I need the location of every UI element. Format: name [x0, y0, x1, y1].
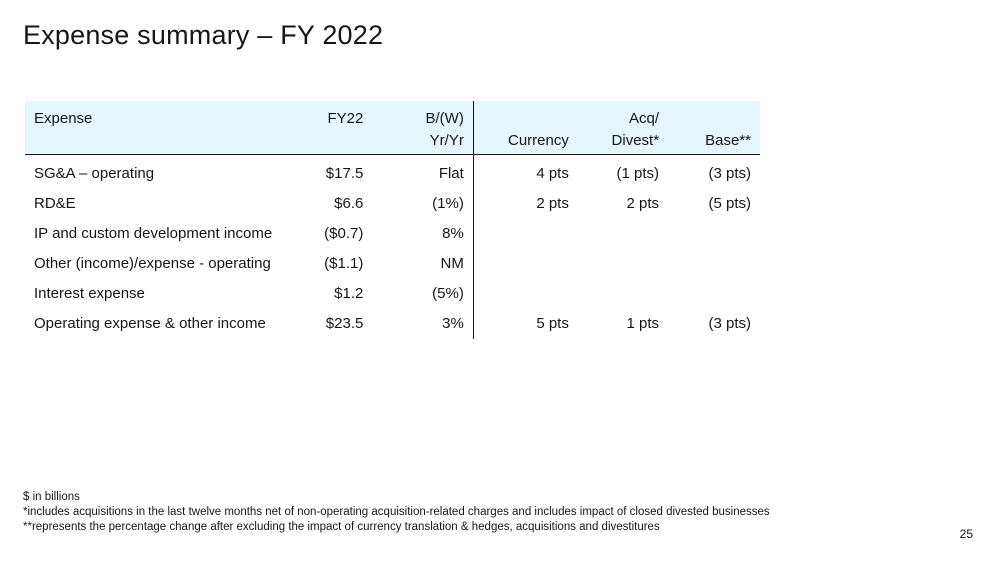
cell-expense: Other (income)/expense - operating: [34, 255, 271, 272]
expense-table: Expense FY22 B/(W) Yr/Yr Currency Acq/ D…: [25, 101, 760, 339]
cell-expense: RD&E: [34, 195, 76, 212]
cell-bw: 8%: [372, 219, 474, 249]
header-bw-yr-yr: B/(W) Yr/Yr: [372, 101, 474, 155]
footnote-base: **represents the percentage change after…: [23, 521, 660, 533]
table-body: SG&A – operating $17.5 Flat 4 pts (1 pts…: [25, 154, 760, 339]
cell-currency: [473, 249, 578, 279]
cell-fy22: $23.5: [325, 315, 364, 332]
page-title: Expense summary – FY 2022: [23, 20, 384, 50]
header-row: Expense FY22 B/(W) Yr/Yr Currency Acq/ D…: [25, 101, 760, 155]
cell-currency: 2 pts: [536, 195, 569, 212]
header-fy22: FY22: [291, 101, 373, 155]
cell-fy22: ($0.7): [324, 225, 364, 242]
cell-expense: Interest expense: [34, 285, 145, 302]
cell-bw: (5%): [372, 279, 474, 309]
cell-acq: 1 pts: [626, 315, 660, 332]
cell-expense: IP and custom development income: [34, 225, 273, 242]
table-row: RD&E $6.6 (1%) 2 pts 2 pts (5 pts): [25, 189, 760, 219]
cell-base: (5 pts): [708, 195, 751, 212]
cell-acq: [578, 279, 668, 309]
footnotes: $ in billions *includes acquisitions in …: [23, 490, 770, 535]
cell-acq: [578, 249, 668, 279]
cell-expense: SG&A – operating: [34, 165, 155, 182]
table-row: Operating expense & other income $23.5 3…: [25, 309, 760, 339]
cell-base: [668, 279, 760, 309]
header-bw-line1: B/(W): [425, 110, 464, 127]
cell-bw: NM: [372, 249, 474, 279]
cell-base: [668, 219, 760, 249]
cell-currency: [473, 279, 578, 309]
cell-acq: (1 pts): [616, 165, 660, 182]
header-acq-divest: Acq/ Divest*: [577, 101, 669, 155]
cell-expense: Operating expense & other income: [34, 315, 266, 332]
cell-bw: (1%): [372, 189, 474, 219]
header-acq-line2: Divest*: [611, 132, 660, 149]
table-header: Expense FY22 B/(W) Yr/Yr Currency Acq/ D…: [25, 101, 760, 155]
cell-fy22: $1.2: [334, 285, 364, 302]
header-base: Base**: [668, 101, 760, 155]
cell-fy22: $6.6: [334, 195, 364, 212]
page-number: 25: [959, 527, 973, 541]
header-expense: Expense: [25, 101, 292, 155]
cell-base: (3 pts): [708, 315, 751, 332]
table-row: Interest expense $1.2 (5%): [25, 279, 760, 309]
header-bw-line2: Yr/Yr: [429, 132, 464, 149]
cell-currency: 5 pts: [536, 315, 569, 332]
cell-base: (3 pts): [708, 165, 751, 182]
header-acq-line1: Acq/: [629, 110, 660, 127]
cell-currency: [473, 219, 578, 249]
expense-table-container: Expense FY22 B/(W) Yr/Yr Currency Acq/ D…: [25, 101, 760, 339]
cell-fy22: $17.5: [325, 165, 364, 182]
footnote-acq-divest: *includes acquisitions in the last twelv…: [23, 506, 770, 518]
cell-base: [668, 249, 760, 279]
header-currency: Currency: [473, 101, 578, 155]
cell-currency: 4 pts: [536, 165, 569, 182]
table-row: SG&A – operating $17.5 Flat 4 pts (1 pts…: [25, 154, 760, 189]
cell-bw: 3%: [372, 309, 474, 339]
table-row: Other (income)/expense - operating ($1.1…: [25, 249, 760, 279]
cell-bw: Flat: [372, 154, 474, 189]
cell-fy22: ($1.1): [324, 255, 364, 272]
table-row: IP and custom development income ($0.7) …: [25, 219, 760, 249]
cell-acq: [578, 219, 668, 249]
cell-acq: 2 pts: [626, 195, 660, 212]
footnote-units: $ in billions: [23, 491, 80, 503]
